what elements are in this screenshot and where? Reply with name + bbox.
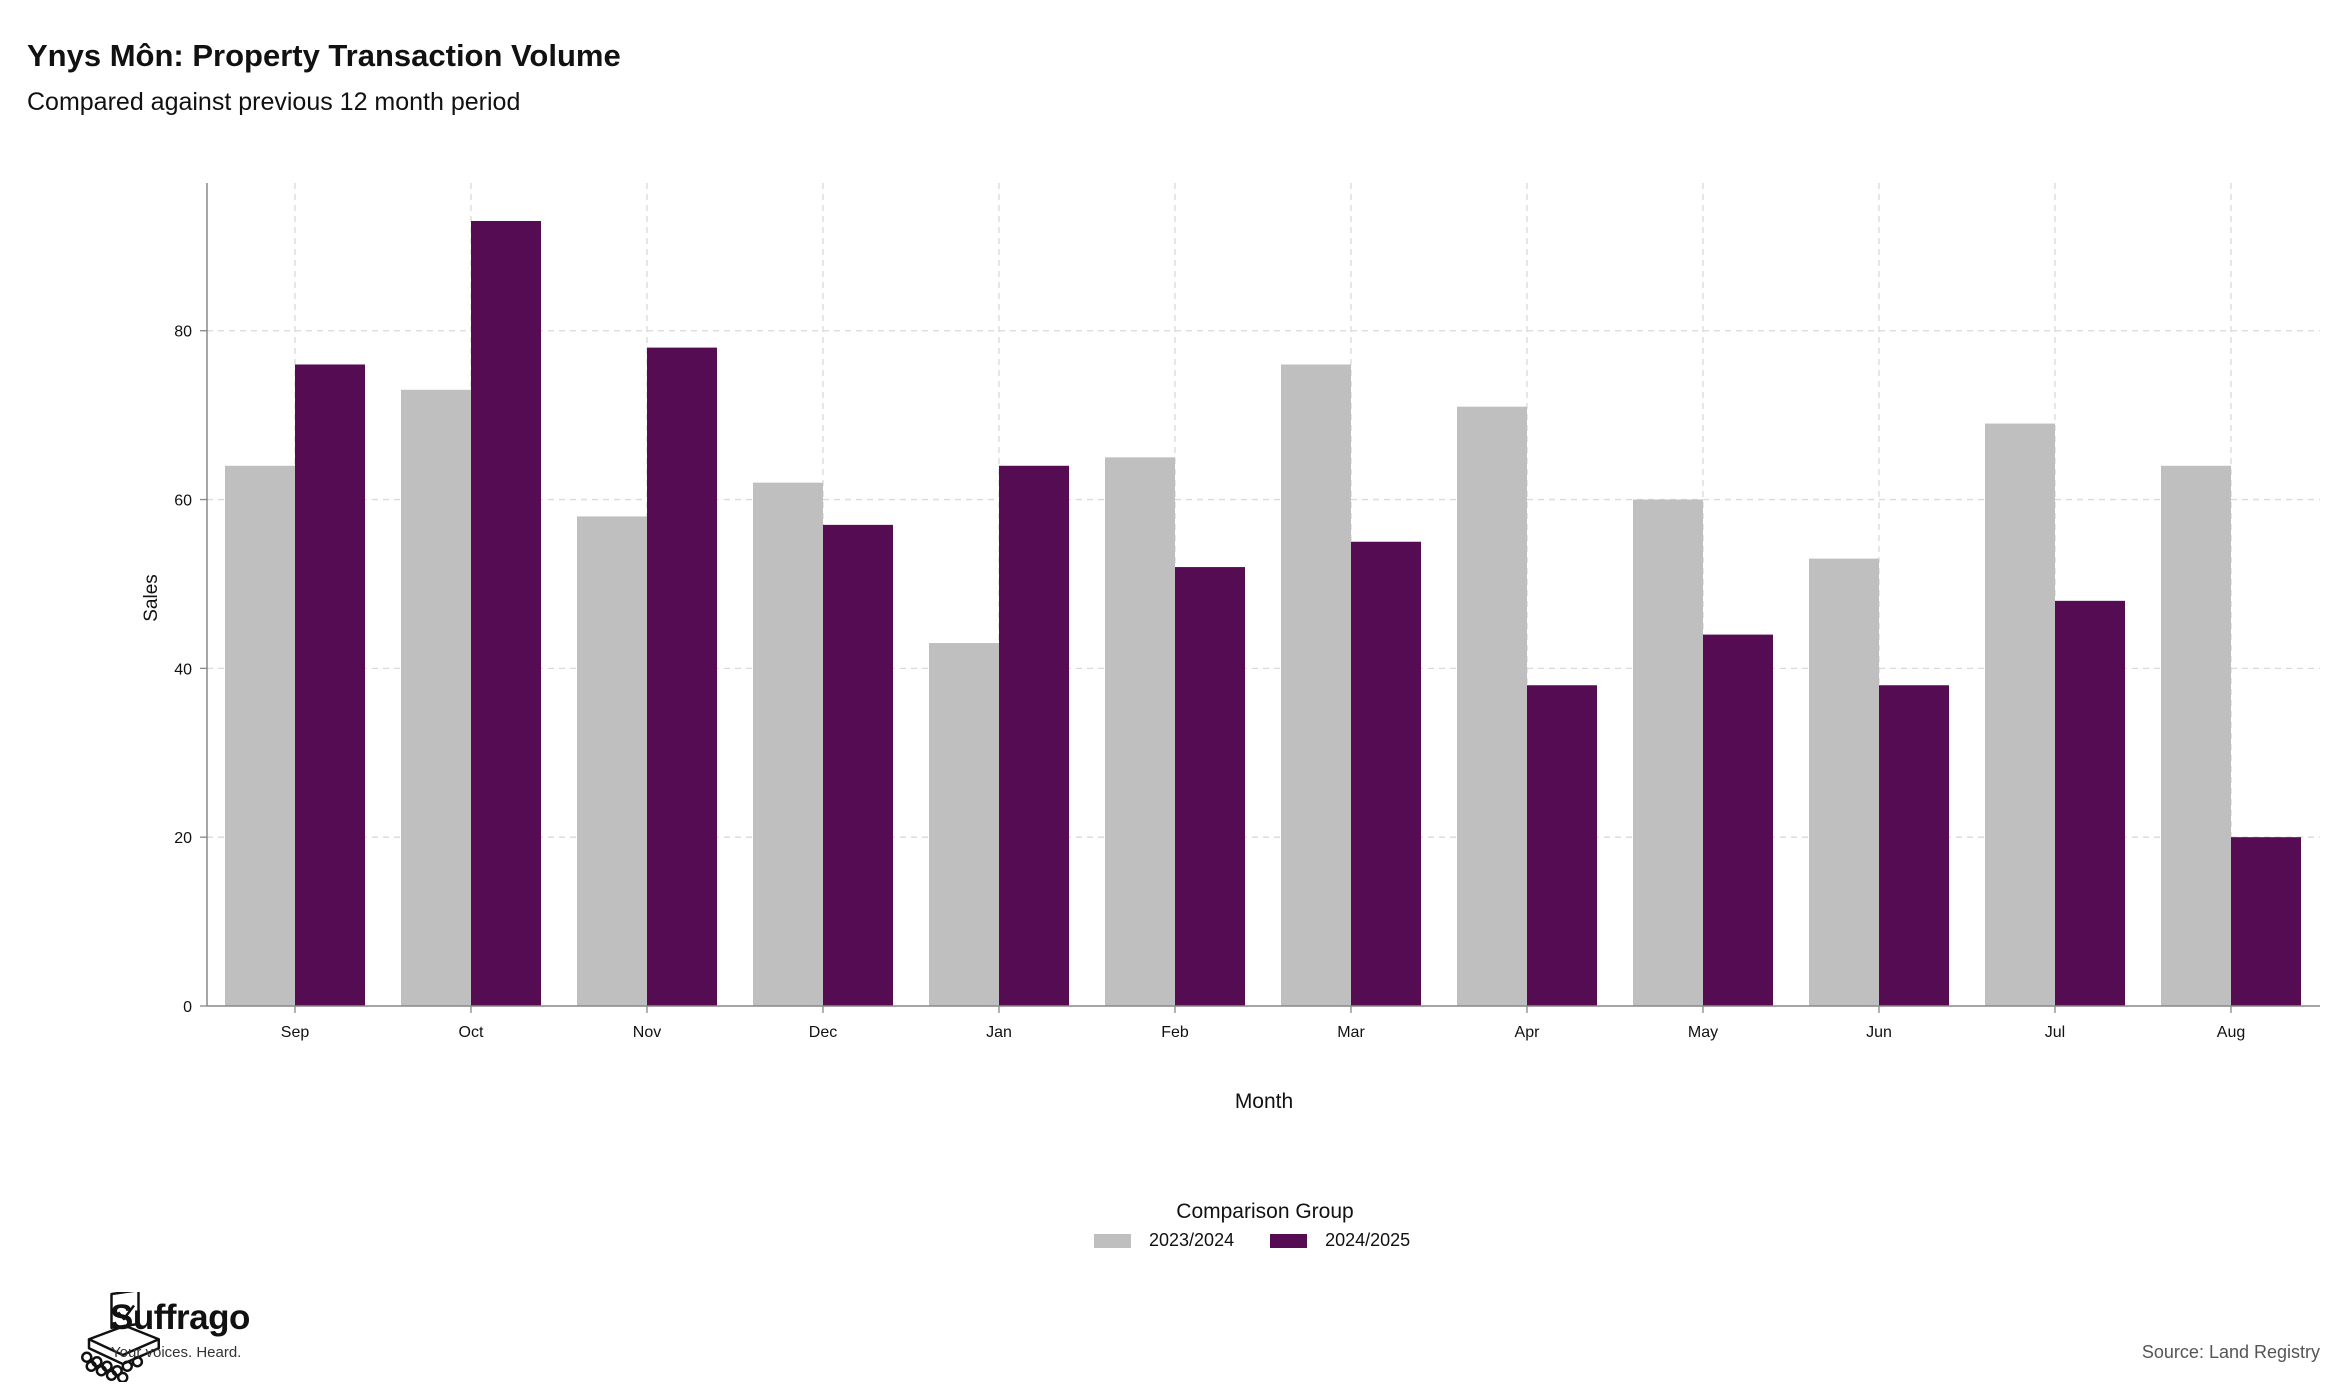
legend-swatch-2023-2024 [1094,1233,1131,1248]
bar-2024-2025-may [1703,634,1773,1006]
bar-chart: 0 20 40 60 80 Sep Oct Nov Dec Jan Feb Mar Apr May Jun J… [141,183,2320,1113]
bar-2023-2024-mar [1281,364,1351,1006]
x-tick-label: Mar [1337,1024,1365,1041]
bar-2023-2024-may [1633,499,1703,1006]
bar-2024-2025-jan [999,465,1069,1006]
legend-item-2023-2024: 2023/2024 [1094,1230,1234,1251]
x-tick-label: Nov [633,1024,661,1041]
bars [225,220,2301,1007]
bar-2024-2025-sep [295,364,365,1006]
bar-2023-2024-dec [753,482,823,1007]
bar-2023-2024-oct [401,389,471,1006]
bar-2023-2024-sep [225,465,295,1006]
bar-2023-2024-apr [1457,406,1527,1007]
legend-label-2024-2025: 2024/2025 [1325,1230,1411,1250]
bar-2024-2025-jul [2055,600,2125,1006]
x-tick-label: Oct [459,1024,484,1041]
legend-title: Comparison Group [1176,1200,1354,1223]
x-axis-title: Month [1235,1090,1293,1113]
chart-title: Ynys Môn: Property Transaction Volume [27,38,621,73]
x-tick-label: Sep [281,1024,310,1041]
axes: 0 20 40 60 80 Sep Oct Nov Dec Jan Feb Mar Apr May Jun J… [174,183,2320,1041]
y-tick-label: 40 [174,661,192,678]
y-tick-label: 0 [183,999,192,1016]
bar-2023-2024-jul [1985,423,2055,1007]
chart-subtitle: Compared against previous 12 month perio… [27,88,521,116]
x-tick-label: Jan [986,1024,1012,1041]
y-tick-label: 20 [174,830,192,847]
x-tick-label: Feb [1161,1024,1189,1041]
bar-2023-2024-nov [577,516,647,1006]
bar-2023-2024-aug [2161,465,2231,1006]
source-note: Source: Land Registry [2141,1342,2320,1362]
legend-swatch-2024-2025 [1270,1233,1308,1248]
legend-item-2024-2025: 2024/2025 [1270,1230,1410,1251]
bar-2024-2025-jun [1879,685,1949,1006]
x-tick-label: Jun [1866,1024,1892,1041]
brand-name: Suffrago [110,1298,250,1337]
x-tick-label: Dec [809,1024,837,1041]
bar-2024-2025-aug [2231,837,2301,1006]
y-axis-title: Sales [141,574,162,622]
y-tick-label: 60 [174,493,192,510]
x-tick-label: May [1688,1024,1718,1041]
x-tick-label: Aug [2217,1024,2245,1041]
x-tick-label: Jul [2045,1024,2065,1041]
ballot-box-logo-icon [81,1292,160,1382]
bar-2024-2025-oct [471,220,541,1006]
x-tick-label: Apr [1515,1024,1541,1041]
legend-label-2023-2024: 2023/2024 [1149,1230,1235,1250]
brand-tagline: Your voices. Heard. [111,1344,242,1361]
y-tick-label: 80 [174,324,192,341]
bar-2024-2025-dec [823,524,893,1006]
bar-2023-2024-feb [1105,457,1175,1006]
bar-2024-2025-nov [647,347,717,1007]
bar-2023-2024-jan [929,643,999,1006]
bar-2024-2025-feb [1175,567,1245,1006]
bar-2023-2024-jun [1809,558,1879,1006]
legend: 2023/2024 2024/2025 [1094,1230,1446,1251]
bar-2024-2025-apr [1527,685,1597,1006]
bar-2024-2025-mar [1351,541,1421,1006]
